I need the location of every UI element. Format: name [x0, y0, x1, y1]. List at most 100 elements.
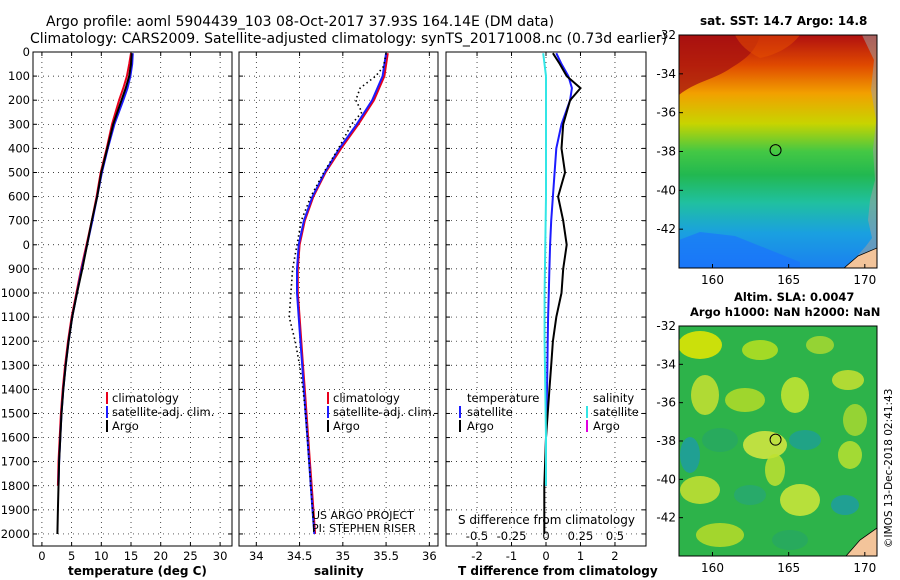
series-line-t-argo — [543, 52, 582, 534]
series-line-t-satellite — [544, 52, 573, 486]
legend-label-satellite: satellite-adj. clim. — [112, 405, 214, 419]
series-group — [56, 53, 134, 535]
x-tick-label: 1 — [577, 549, 584, 563]
legend-swatch-argo — [106, 420, 108, 432]
legend-swatch-s-satellite — [586, 406, 588, 418]
x-tick-label: 15 — [124, 549, 139, 563]
y-tick-label: 2000 — [1, 527, 30, 541]
sla-blob — [680, 476, 720, 504]
x-tick-label: 35 — [336, 549, 351, 563]
x-tick-label: 2 — [611, 549, 618, 563]
sla-blob — [789, 430, 821, 450]
x-tick-label: -1 — [506, 549, 517, 563]
y-tick-label: 1200 — [1, 334, 30, 348]
map-y-tick-label: -40 — [656, 472, 676, 486]
x-tick-label: 35.5 — [373, 549, 399, 563]
x-tick-label: 20 — [153, 549, 168, 563]
map-y-tick-label: -40 — [656, 183, 676, 197]
x-tick-label: 0 — [542, 549, 549, 563]
sst-map-axes: 160 165 170 -32 -34 -36 -38 -40 -42 — [656, 28, 876, 287]
sla-map-axes: 160 165 170 -32 -34 -36 -38 -40 -42 — [656, 319, 876, 575]
sla-blob — [691, 375, 719, 415]
y-tick-label: 100 — [8, 69, 30, 83]
x-tick-label: 0 — [38, 549, 45, 563]
map-x-tick-label: 165 — [777, 273, 800, 287]
y-tick-label: 500 — [8, 165, 30, 179]
map-y-tick-label: -34 — [656, 357, 676, 371]
x-tick-label: -2 — [471, 549, 482, 563]
temperature-xlabel: temperature (deg C) — [68, 564, 207, 578]
legend-label-t-argo: Argo — [467, 419, 494, 433]
series-line-argo — [56, 53, 133, 535]
sla-blob — [843, 404, 867, 436]
sla-blob — [780, 484, 820, 516]
y-tick-label: 700 — [8, 214, 30, 228]
legend-swatch-satellite — [106, 406, 108, 418]
sla-anomaly-blobs — [679, 331, 867, 550]
sst-land — [843, 247, 877, 268]
x-tick-label: 5 — [68, 549, 75, 563]
sla-map-subtitle: Argo h1000: NaN h2000: NaN — [690, 305, 880, 319]
sla-blob — [765, 454, 785, 486]
map-y-tick-label: -34 — [656, 67, 676, 81]
sst-no-data-edge — [850, 35, 877, 268]
y-tick-label: 1600 — [1, 431, 30, 445]
legend-label-t-satellite: satellite — [467, 405, 513, 419]
map-y-tick-label: -42 — [656, 222, 676, 236]
salinity-panel: 34 34.5 35 35.5 36 — [238, 51, 439, 563]
legend-label-argo: Argo — [112, 419, 139, 433]
y-tick-label: 1100 — [1, 310, 30, 324]
y-tick-label: 600 — [8, 190, 30, 204]
sla-blob — [734, 485, 766, 505]
salinity-xlabel: salinity — [314, 564, 364, 578]
legend-label-climatology: climatology — [333, 391, 400, 405]
series-group — [288, 53, 389, 535]
legend-label-s-argo: Argo — [593, 419, 620, 433]
series-line-argo — [288, 53, 387, 535]
y-tick-label: 1400 — [1, 382, 30, 396]
s-tick-label: 0.25 — [568, 529, 594, 543]
map-y-tick-label: -32 — [656, 319, 676, 333]
sst-argo-marker — [769, 144, 782, 157]
sla-land — [845, 527, 877, 556]
x-tick-label: 34 — [249, 549, 264, 563]
map-y-tick-label: -38 — [656, 434, 676, 448]
header-line1: Argo profile: aoml 5904439_103 08-Oct-20… — [46, 14, 554, 30]
sla-blob — [725, 388, 765, 412]
sla-blob — [696, 523, 744, 547]
y-tick-label: 1500 — [1, 406, 30, 420]
legend-swatch-climatology — [327, 392, 329, 404]
series-group — [542, 52, 582, 534]
pi-credit: PI: STEPHEN RISER — [312, 522, 416, 535]
s-tick-label: -0.5 — [466, 529, 488, 543]
sla-blob — [743, 431, 787, 459]
sla-blob — [781, 377, 809, 413]
imos-watermark: ©IMOS 13-Dec-2018 02:41:43 — [883, 389, 895, 548]
series-line-s-satellite — [542, 53, 547, 486]
sst-cool-patch — [679, 232, 800, 268]
map-y-tick-label: -36 — [656, 106, 676, 120]
y-tick-label: 1000 — [1, 286, 30, 300]
s-tick-label: 0.5 — [606, 529, 624, 543]
panel-frame — [238, 51, 439, 547]
sla-blob — [831, 495, 859, 515]
difference-legend: temperature satellite Argo salinity sate… — [458, 391, 639, 527]
map-x-tick-label: 165 — [777, 561, 800, 575]
salinity-legend: climatology satellite-adj. clim. Argo US… — [312, 391, 435, 535]
map-x-tick-label: 160 — [701, 273, 724, 287]
y-tick-label: 1700 — [1, 455, 30, 469]
y-tick-label: 1900 — [1, 503, 30, 517]
legend-swatch-satellite — [327, 406, 329, 418]
legend-swatch-t-satellite — [459, 406, 461, 418]
temperature-panel: 0100200300400500600700090010001100120013… — [1, 45, 233, 563]
map-y-tick-label: -36 — [656, 396, 676, 410]
x-tick-label: 25 — [183, 549, 198, 563]
sla-argo-marker — [769, 433, 782, 446]
legend-label-argo: Argo — [333, 419, 360, 433]
sla-blob — [806, 336, 834, 354]
legend-label-satellite: satellite-adj. clim. — [333, 405, 435, 419]
legend-label-climatology: climatology — [112, 391, 179, 405]
y-tick-label: 0 — [23, 238, 30, 252]
y-tick-label: 300 — [8, 117, 30, 131]
